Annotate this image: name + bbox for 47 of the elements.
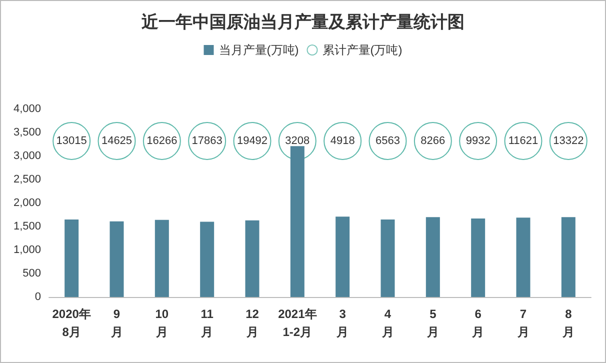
x-tick-label: 2020年 8月 — [52, 307, 91, 339]
y-tick-label: 500 — [22, 268, 41, 280]
x-tick-label: 3 月 — [336, 307, 349, 339]
annotation: 16266 — [146, 135, 178, 147]
annotation: 11621 — [508, 135, 538, 147]
annotation: 17863 — [192, 135, 222, 147]
bar — [516, 218, 530, 297]
annotation: 8266 — [420, 135, 446, 147]
bar — [64, 219, 79, 297]
annotation: 6563 — [376, 135, 400, 147]
y-tick-label: 2,500 — [13, 174, 41, 186]
annotation: 9932 — [466, 135, 490, 147]
x-tick-label: 10 月 — [154, 307, 169, 339]
annotation: 13322 — [553, 135, 584, 147]
x-tick-label: 12 月 — [245, 307, 260, 339]
bar — [336, 216, 350, 297]
annotation: 14625 — [101, 135, 132, 147]
y-tick-label: 3,500 — [13, 126, 41, 138]
bar — [426, 217, 440, 297]
y-tick-label: 2,000 — [13, 197, 41, 209]
bar — [200, 222, 214, 297]
y-tick-label: 1,000 — [13, 244, 41, 256]
bar — [561, 217, 576, 297]
annotation: 4918 — [330, 135, 355, 147]
y-tick-label: 4,000 — [13, 103, 41, 115]
y-tick-label: 0 — [34, 291, 41, 303]
bar — [110, 221, 124, 297]
chart-title: 近一年中国原油当月产量及累计产量统计图 — [140, 12, 464, 32]
bar — [471, 218, 486, 297]
x-tick-label: 4 月 — [380, 307, 394, 339]
bar — [245, 220, 260, 297]
bar — [154, 220, 169, 297]
x-tick-label: 9 月 — [110, 307, 123, 339]
x-tick-label: 8 月 — [561, 307, 574, 339]
bar — [380, 219, 395, 297]
annotation: 13015 — [56, 135, 87, 147]
y-tick-label: 1,500 — [13, 220, 41, 232]
annotation: 19492 — [236, 135, 268, 147]
x-tick-label: 6 月 — [471, 307, 484, 339]
y-tick-label: 3,000 — [13, 150, 41, 162]
x-tick-label: 2021年 1-2月 — [278, 307, 317, 339]
x-tick-label: 5 月 — [426, 307, 439, 339]
legend-label: 当月产量(万吨) — [218, 43, 299, 57]
annotation: 3208 — [285, 135, 310, 147]
legend-label: 累计产量(万吨) — [322, 43, 402, 57]
x-tick-label: 7 月 — [516, 307, 530, 339]
x-tick-label: 11 月 — [200, 307, 214, 339]
